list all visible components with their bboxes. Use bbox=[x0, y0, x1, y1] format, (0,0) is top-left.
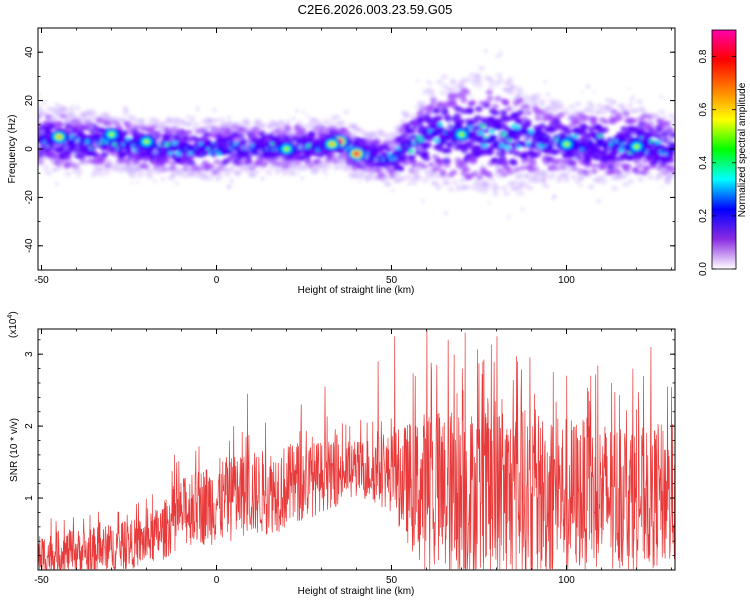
snr-y-axis: 1 2 3 bbox=[24, 339, 675, 557]
colorbar-tick-label: 0.2 bbox=[698, 209, 709, 223]
colorbar-tick-label: 0.0 bbox=[698, 262, 709, 276]
spectrogram-x-label: Height of straight line (km) bbox=[298, 285, 415, 296]
colorbar-tick-label: 0.8 bbox=[698, 49, 709, 63]
spectrogram-peak bbox=[137, 134, 156, 149]
spectrogram-peak bbox=[452, 127, 471, 142]
snr-y-multiplier: (x104) bbox=[7, 311, 19, 338]
snr-x-axis: -50 0 50 100 bbox=[34, 329, 672, 586]
y-tick-label: 20 bbox=[24, 95, 35, 107]
y-tick-label: -40 bbox=[24, 238, 35, 253]
snr-multiplier-close: ) bbox=[8, 311, 19, 314]
y-tick-label: 1 bbox=[24, 495, 35, 501]
colorbar-strip bbox=[711, 29, 737, 270]
colorbar-label: Normalized spectral amplitude bbox=[737, 82, 748, 217]
spectrogram-panel: -50 0 50 100 -40 -20 0 20 40 Height of straight… bbox=[7, 27, 676, 296]
spectrogram-peak bbox=[102, 127, 121, 142]
colorbar-tick-label: 0.6 bbox=[698, 102, 709, 116]
snr-panel: -50 0 50 100 1 2 3 Height of straight line (k… bbox=[7, 311, 676, 597]
snr-series-line bbox=[38, 329, 675, 570]
snr-multiplier-exp: 4 bbox=[7, 315, 14, 319]
x-tick-label: 0 bbox=[214, 275, 220, 286]
spectrogram-peak bbox=[50, 130, 68, 144]
x-tick-label: -50 bbox=[34, 575, 49, 586]
spectrogram-y-axis: -40 -20 0 20 40 bbox=[24, 27, 675, 271]
x-tick-label: 50 bbox=[386, 275, 398, 286]
spectrogram-x-axis: -50 0 50 100 bbox=[34, 28, 672, 286]
y-tick-label: 3 bbox=[24, 351, 35, 357]
snr-y-label: SNR (10 * v/v) bbox=[9, 418, 20, 482]
spectrogram-y-label: Frequency (Hz) bbox=[7, 115, 18, 184]
x-tick-label: 100 bbox=[558, 575, 575, 586]
spectrogram-peak bbox=[323, 137, 341, 152]
colorbar: 0.0 0.2 0.4 0.6 0.8 Normalized spectral ampl… bbox=[698, 29, 748, 276]
x-tick-label: -50 bbox=[34, 275, 49, 286]
y-tick-label: 0 bbox=[24, 146, 35, 152]
chart-title: C2E6.2026.003.23.59.G05 bbox=[297, 2, 453, 17]
svg-text:(x104): (x104) bbox=[7, 311, 19, 338]
spectrogram-peak bbox=[277, 142, 296, 156]
snr-x-label: Height of straight line (km) bbox=[298, 586, 415, 597]
spectrogram-layer bbox=[38, 49, 675, 219]
x-tick-label: 50 bbox=[386, 575, 398, 586]
snr-multiplier-base: (x10 bbox=[8, 318, 19, 338]
spectrogram-peak bbox=[627, 139, 646, 154]
spectrogram-peak bbox=[557, 137, 576, 152]
y-tick-label: 2 bbox=[24, 423, 35, 429]
y-tick-label: -20 bbox=[24, 190, 35, 205]
x-tick-label: 0 bbox=[214, 575, 220, 586]
colorbar-ticks: 0.0 0.2 0.4 0.6 0.8 bbox=[698, 49, 736, 276]
spectrogram-peak bbox=[347, 146, 366, 161]
y-tick-label: 40 bbox=[24, 46, 35, 58]
colorbar-tick-label: 0.4 bbox=[698, 155, 709, 169]
x-tick-label: 100 bbox=[558, 275, 575, 286]
